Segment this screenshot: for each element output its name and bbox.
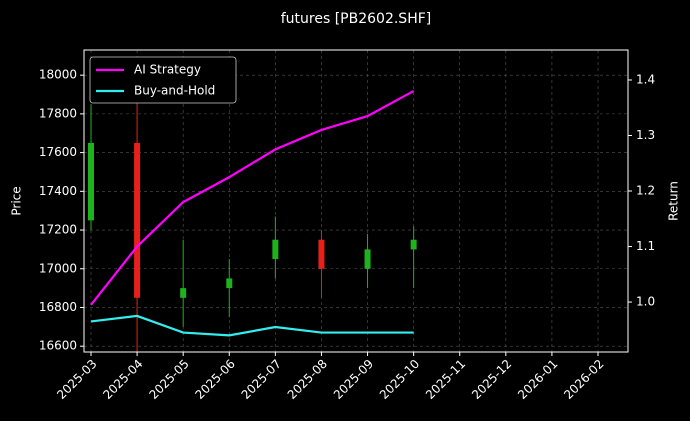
x-tick-label: 2025-06	[193, 357, 238, 402]
legend: AI Strategy Buy-and-Hold	[89, 56, 237, 104]
y2-axis-label: Return	[667, 181, 681, 221]
y-tick-label: 16600	[39, 339, 77, 353]
x-tick-label: 2025-03	[54, 357, 99, 402]
y2-tick-label: 1.2	[636, 184, 655, 198]
y2-tick-label: 1.0	[636, 295, 655, 309]
x-tick-label: 2025-09	[331, 357, 376, 402]
candle-body	[134, 142, 141, 298]
x-tick-label: 2025-05	[146, 357, 191, 402]
y-tick-label: 17200	[39, 223, 77, 237]
chart-title: futures [PB2602.SHF]	[281, 11, 432, 27]
y-tick-label: 17000	[39, 261, 77, 275]
candle-body	[364, 249, 371, 269]
candle-body	[88, 142, 94, 221]
candle-body	[410, 239, 417, 250]
x-tick-label: 2025-10	[377, 357, 422, 402]
return-line	[90, 314, 414, 337]
candle-body	[180, 288, 187, 298]
y2-tick-label: 1.4	[636, 72, 655, 86]
x-tick-label: 2025-11	[423, 357, 468, 402]
candle-body	[226, 278, 233, 289]
y2-tick-label: 1.1	[636, 239, 655, 253]
legend-label: Buy-and-Hold	[134, 84, 215, 98]
x-tick-label: 2026-01	[515, 357, 560, 402]
x-tick-label: 2025-08	[285, 357, 330, 402]
legend-label: AI Strategy	[134, 63, 201, 77]
return-line	[90, 90, 415, 306]
candle-body	[272, 239, 279, 260]
y-tick-label: 17400	[39, 184, 77, 198]
x-tick-label: 2025-07	[239, 357, 284, 402]
x-tick-label: 2026-02	[561, 357, 606, 402]
y-axis-label: Price	[10, 186, 24, 215]
legend-box	[89, 56, 237, 104]
y-tick-label: 18000	[39, 68, 77, 82]
candle-body	[318, 239, 325, 269]
y2-tick-label: 1.3	[636, 128, 655, 142]
x-tick-label: 2025-04	[100, 357, 145, 402]
plot-frame	[83, 49, 629, 353]
y-tick-label: 17800	[39, 106, 77, 120]
y-tick-label: 17600	[39, 145, 77, 159]
x-tick-label: 2025-12	[469, 357, 514, 402]
y-tick-label: 16800	[39, 300, 77, 314]
